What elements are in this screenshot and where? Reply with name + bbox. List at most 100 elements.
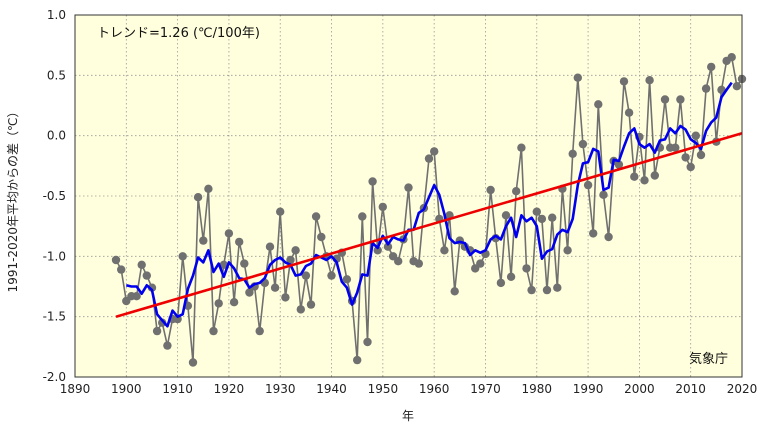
annual-point [240,259,249,268]
annual-point [404,183,413,192]
annual-point [214,299,223,308]
annual-point [604,232,613,242]
annual-point [142,271,151,280]
y-tick-label: 0.0 [47,129,66,143]
moving-average-series [126,81,733,328]
annual-point [163,341,172,350]
annual-point [501,211,511,220]
annual-point [224,229,234,238]
x-tick-label: 1910 [162,382,193,396]
annual-point [276,207,285,216]
y-tick-label: 1.0 [47,8,66,22]
annual-point [594,100,603,109]
annual-point [732,82,742,91]
annual-point [296,305,305,314]
annual-point [342,275,352,284]
annual-point [358,212,367,221]
annual-point [522,264,531,273]
annual-point [383,242,393,251]
annual-point [152,326,162,336]
annual-point [378,202,387,212]
y-axis-title: 1991-2020年平均からの差（℃） [6,106,20,293]
annual-point [229,298,239,307]
annual-point [255,326,264,336]
annual-point [291,246,300,255]
annual-point [327,271,336,280]
annual-point [517,143,526,152]
annual-point [209,326,218,336]
annual-point [188,358,198,367]
annual-point [614,160,624,169]
annual-point [440,246,449,255]
y-tick-label: -2.0 [43,370,66,384]
annual-point [158,318,167,327]
annual-point [506,272,516,281]
annual-point [578,139,588,149]
x-tick-label: 1960 [419,382,450,396]
tick-labels: 1890 1900 1910 1920 1930 1940 1950 1960 1970 1980… [43,8,758,396]
x-tick-label: 1940 [316,382,347,396]
annual-point [368,177,377,186]
annual-point [424,154,434,163]
annual-point [235,237,244,247]
annual-point [245,288,254,297]
annual-point [178,252,187,261]
annual-point [599,190,608,199]
annual-point [476,259,485,268]
annual-point [219,260,228,269]
x-tick-label: 1970 [470,382,501,396]
annual-point [583,180,593,190]
annual-point [527,285,536,295]
annual-point [353,355,362,365]
annual-point [363,337,372,347]
annual-point [301,271,311,280]
annual-point [553,283,562,292]
annual-point [645,76,654,85]
x-tick-label: 2020 [727,382,758,396]
annual-point [311,212,321,221]
y-tick-label: -1.5 [43,310,66,324]
x-tick-label: 1990 [573,382,604,396]
annual-point [270,283,280,292]
annual-point [414,259,423,268]
annual-point [450,287,459,296]
x-tick-label: 2000 [624,382,655,396]
annual-point [486,185,495,195]
annual-point [265,242,275,251]
annual-point [373,246,382,255]
annual-point [542,285,552,295]
annual-point [681,153,690,162]
annual-point [568,149,577,158]
trend-line [115,132,743,318]
annual-point [199,236,208,245]
annual-point [563,246,572,255]
credit-label: 気象庁 [689,351,728,367]
annual-point [430,147,439,156]
x-tick-label: 1920 [214,382,245,396]
annual-point [204,184,213,193]
annual-point [394,257,403,266]
y-tick-label: -1.0 [43,249,66,263]
annual-point [548,213,557,222]
x-tick-label: 2010 [675,382,706,396]
plot-frame [74,14,743,378]
y-tick-label: 0.5 [47,68,66,82]
x-tick-label: 1930 [265,382,296,396]
annual-point [691,131,700,140]
annual-point [640,176,649,185]
annual-point [281,293,290,302]
annual-point [624,108,634,117]
annual-point [671,143,680,152]
annual-point [117,265,126,274]
y-tick-label: -0.5 [43,189,66,203]
x-tick-label: 1900 [111,382,142,396]
x-tick-label: 1890 [60,382,91,396]
annual-point [317,232,326,242]
annual-point [111,255,121,265]
x-tick-label: 1950 [368,382,399,396]
annual-point [727,53,736,62]
trend-series [115,132,743,318]
annual-point [137,260,146,269]
annual-point [630,172,639,181]
